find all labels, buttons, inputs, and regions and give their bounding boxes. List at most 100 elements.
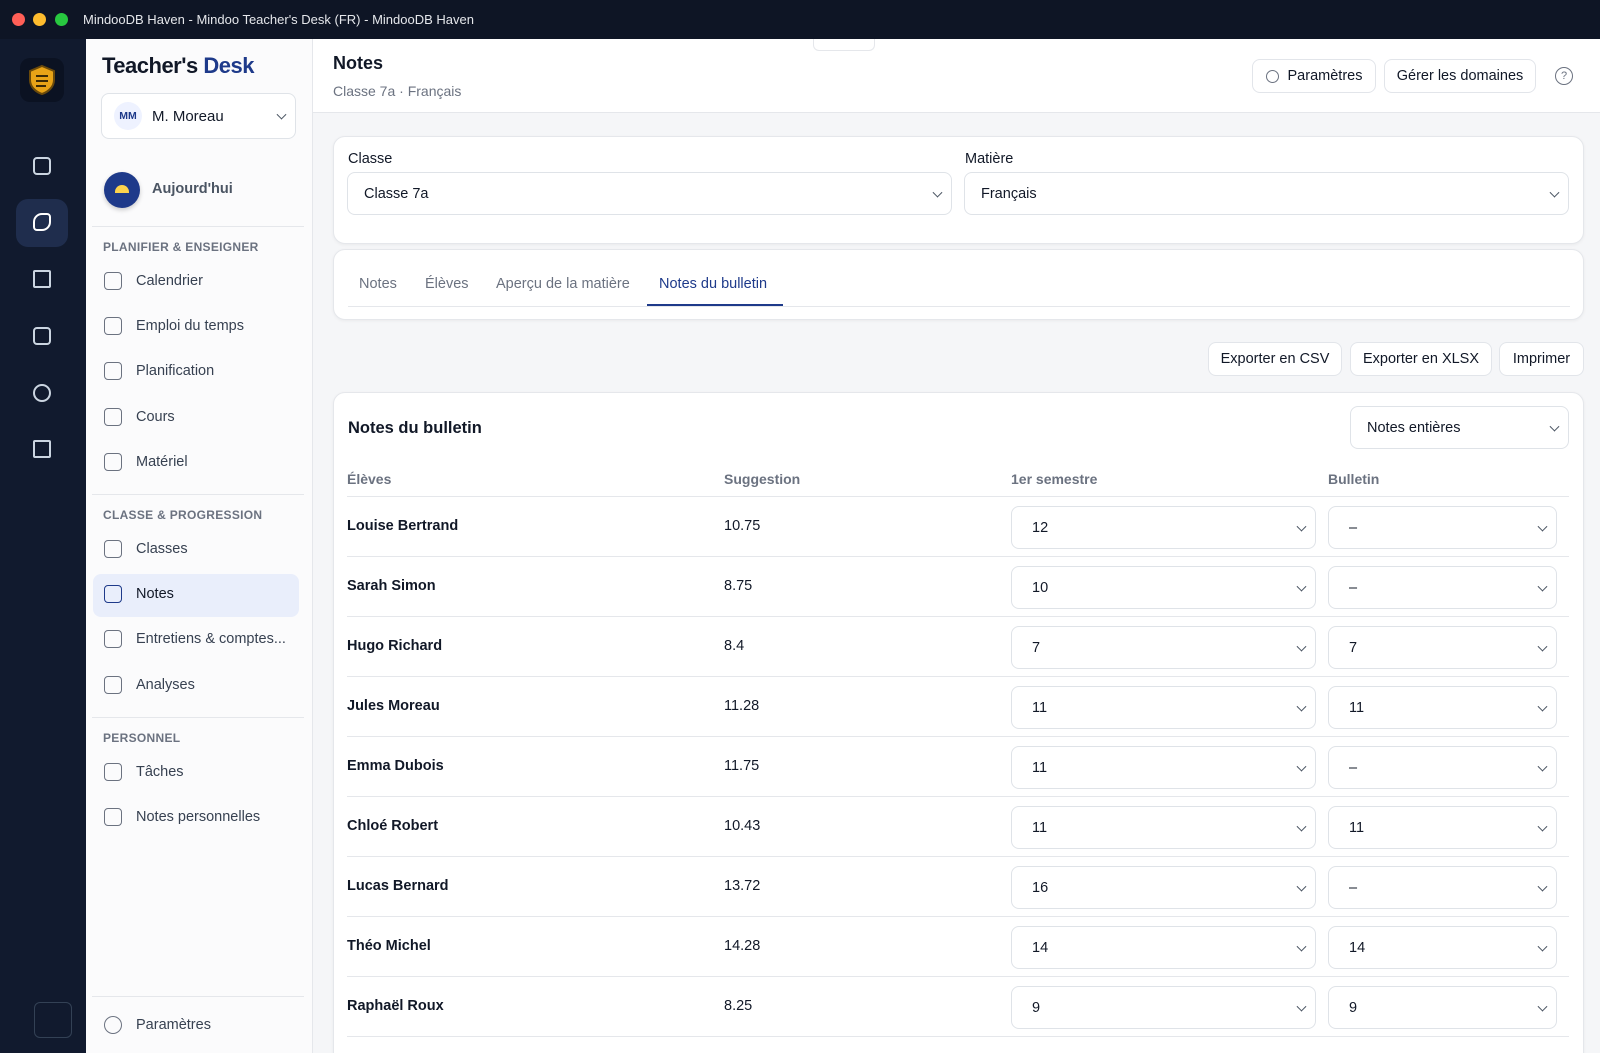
zoom-button[interactable] [55,13,68,26]
user-select[interactable]: MM M. Moreau [101,93,296,139]
rail-icon-sync[interactable] [33,270,51,288]
nav-active-bg [93,574,299,618]
report-grade-select[interactable]: 7 [1328,626,1557,669]
report-grade-select[interactable]: – [1328,866,1557,909]
nav-icon [104,362,122,381]
report-grade-select[interactable]: – [1328,746,1557,789]
brand-accent: Desk [203,53,254,78]
user-avatar: MM [114,102,142,130]
report-grade-select[interactable]: 14 [1328,926,1557,969]
action-button[interactable]: Exporter en XLSX [1350,342,1492,376]
filter-select[interactable]: Français [964,172,1569,215]
row-divider [347,1036,1569,1037]
title-bar: MindooDB Haven - Mindoo Teacher's Desk (… [0,0,1600,39]
student-name: Emma Dubois [347,758,444,774]
row-divider [347,736,1569,737]
nav-icon [104,762,122,781]
section-title: PLANIFIER & ENSEIGNER [103,240,259,254]
row-divider [347,916,1569,917]
nav-icon [104,675,122,694]
report-grade-select[interactable]: 11 [1328,806,1557,849]
semester-grade-select[interactable]: 16 [1011,866,1316,909]
nav-icon [104,317,122,336]
nav-item[interactable]: Classes [104,540,188,558]
settings-link[interactable]: Paramètres [104,1016,211,1034]
rail-icon-database[interactable] [33,384,51,402]
student-name: Théo Michel [347,938,431,954]
tabs-card [333,249,1584,320]
header-settings-button[interactable]: Paramètres [1252,59,1376,93]
section-title: PERSONNEL [103,730,181,745]
app-rail [0,39,86,1053]
nav-label: Calendrier [136,273,203,289]
rail-icon-settings[interactable] [33,440,51,458]
semester-grade-select[interactable]: 9 [1011,986,1316,1029]
report-grade-select[interactable]: 9 [1328,986,1557,1029]
divider [92,494,304,495]
page-subtitle: Classe 7a · Français [333,83,462,99]
row-divider [347,976,1569,977]
nav-icon [104,407,122,426]
divider [92,996,304,997]
sidebar: Teacher's Desk MM M. Moreau Aujourd'hui … [86,39,313,1053]
table-title: Notes du bulletin [348,419,482,437]
tab[interactable]: Notes [359,276,397,292]
nav-item[interactable]: Analyses [104,675,195,694]
action-button[interactable]: Exporter en CSV [1208,342,1342,376]
nav-label: Tâches [136,763,184,780]
action-button[interactable]: Imprimer [1499,342,1584,376]
row-divider [347,856,1569,857]
collapse-handle[interactable] [813,39,875,51]
nav-item[interactable]: Notes personnelles [104,808,260,826]
nav-icon [104,452,122,471]
today-link[interactable]: Aujourd'hui [152,181,233,197]
sidebar-toggle[interactable] [34,1002,72,1038]
tab[interactable]: Aperçu de la matière [496,276,630,292]
grade-mode-select[interactable]: Notes entières [1350,406,1569,449]
semester-grade-select[interactable]: 11 [1011,746,1316,789]
minimize-button[interactable] [33,13,46,26]
suggestion: 11.28 [724,698,760,714]
report-grade-select[interactable]: 11 [1328,686,1557,729]
suggestion: 10.75 [724,518,761,534]
nav-label: Entretiens & comptes... [136,631,286,648]
rail-icon-launch[interactable] [33,213,51,231]
nav-item[interactable]: Matériel [104,452,188,471]
semester-grade-select[interactable]: 7 [1011,626,1316,669]
row-divider [347,796,1569,797]
nav-item[interactable]: Entretiens & comptes... [104,630,286,649]
nav-item[interactable]: Emploi du temps [104,317,244,336]
help-button[interactable]: ? [1555,67,1573,85]
rail-icon-dashboard[interactable] [33,157,51,175]
semester-grade-select[interactable]: 11 [1011,686,1316,729]
tab[interactable]: Élèves [425,276,469,292]
nav-item[interactable]: Calendrier [104,272,203,290]
report-grade-select[interactable]: – [1328,506,1557,549]
semester-grade-select[interactable]: 12 [1011,506,1316,549]
tab[interactable]: Notes du bulletin [659,276,768,292]
column-header: Suggestion [724,471,801,487]
nav-item[interactable]: Cours [104,407,175,426]
nav-label: Classes [136,541,188,557]
student-name: Sarah Simon [347,578,436,594]
nav-item[interactable]: Tâches [104,762,184,781]
divider [92,226,304,227]
close-button[interactable] [12,13,25,26]
suggestion: 13.72 [724,878,761,894]
semester-grade-select[interactable]: 14 [1011,926,1316,969]
nav-item[interactable]: Notes [104,585,174,604]
report-grade-select[interactable]: – [1328,566,1557,609]
nav-item[interactable]: Planification [104,362,214,381]
filter-label: Matière [965,151,1014,167]
column-header: Bulletin [1328,471,1380,487]
student-name: Lucas Bernard [347,878,449,894]
divider [92,716,304,718]
app-logo[interactable] [20,58,64,102]
semester-grade-select[interactable]: 11 [1011,806,1316,849]
manage-domains-button[interactable]: Gérer les domaines [1384,59,1536,93]
filter-select[interactable]: Classe 7a [347,172,952,215]
user-name: M. Moreau [152,107,224,125]
rail-icon-scan[interactable] [33,327,51,345]
semester-grade-select[interactable]: 10 [1011,566,1316,609]
nav-icon [104,272,122,290]
